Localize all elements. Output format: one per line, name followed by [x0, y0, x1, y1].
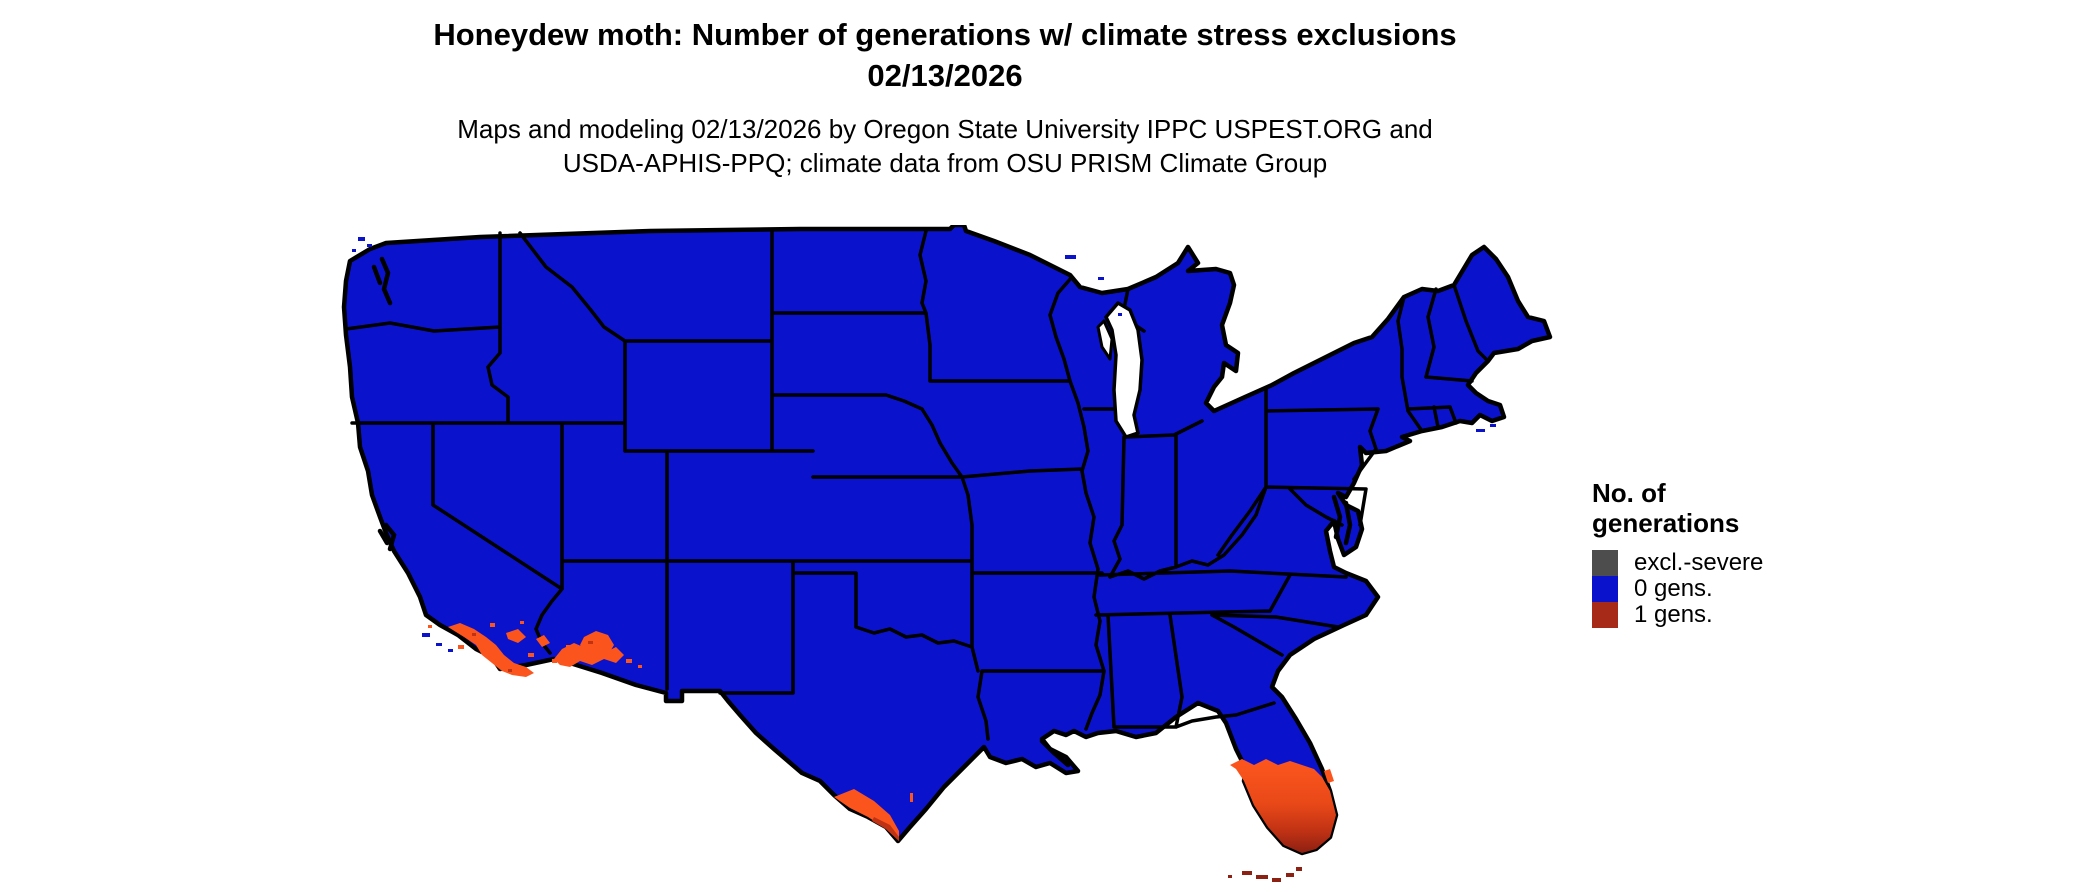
us-map — [330, 222, 1560, 885]
subtitle-line-2: USDA-APHIS-PPQ; climate data from OSU PR… — [562, 148, 1328, 178]
blue-islands — [352, 237, 1496, 773]
region-partial-gen-southwest — [428, 621, 642, 677]
lake-michigan — [1096, 301, 1144, 439]
page-title: Honeydew moth: Number of generations w/ … — [433, 17, 1457, 52]
page-title-date: 02/13/2026 — [867, 58, 1023, 93]
region-partial-gen-south-texas — [834, 789, 913, 841]
legend-item-excl-severe: excl.-severe — [1592, 549, 1832, 576]
us-map-svg — [341, 222, 1553, 882]
region-partial-gen-florida — [1230, 759, 1336, 853]
header: Honeydew moth: Number of generations w/ … — [0, 14, 1890, 180]
partial-gen-speckles — [472, 633, 593, 672]
legend-item-one-gens: 1 gens. — [1592, 601, 1832, 628]
excl-severe-label: excl.-severe — [1634, 549, 1764, 576]
region-one-gen-florida-keys — [1228, 867, 1302, 882]
legend-items: excl.-severe 0 gens. 1 gens. — [1592, 549, 1832, 628]
land-zero-generations — [341, 222, 1553, 856]
legend-item-zero-gens: 0 gens. — [1592, 575, 1832, 602]
one-gens-swatch — [1592, 602, 1618, 628]
legend: No. of generations excl.-severe 0 gens. … — [1592, 478, 1832, 628]
zero-gens-swatch — [1592, 576, 1618, 602]
subtitle: Maps and modeling 02/13/2026 by Oregon S… — [0, 112, 1890, 180]
subtitle-line-1: Maps and modeling 02/13/2026 by Oregon S… — [457, 114, 1433, 144]
coastal-detail-squiggles — [371, 256, 1353, 768]
one-gens-label: 1 gens. — [1634, 601, 1713, 628]
zero-gens-label: 0 gens. — [1634, 575, 1713, 602]
excl-severe-swatch — [1592, 550, 1618, 576]
legend-title: No. of generations — [1592, 478, 1740, 538]
